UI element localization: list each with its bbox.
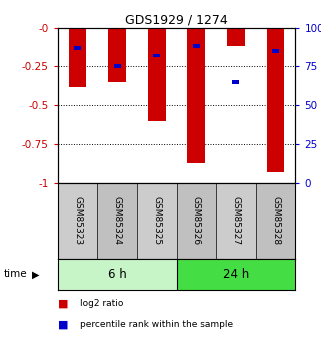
Bar [114,65,121,68]
Text: GSM85325: GSM85325 [152,196,161,245]
Bar [272,49,279,53]
Bar [232,80,239,84]
Text: percentile rank within the sample: percentile rank within the sample [80,320,233,329]
Text: ■: ■ [58,319,68,329]
Bar [108,28,126,82]
Text: log2 ratio: log2 ratio [80,299,124,308]
Text: ■: ■ [58,299,68,308]
Text: GSM85328: GSM85328 [271,196,280,245]
Bar [74,46,81,50]
Text: 24 h: 24 h [223,268,249,281]
Text: 6 h: 6 h [108,268,126,281]
Title: GDS1929 / 1274: GDS1929 / 1274 [125,13,228,27]
Bar [177,259,295,290]
Bar [216,183,256,259]
Bar [193,44,200,48]
Text: ▶: ▶ [32,269,39,279]
Bar [148,28,166,121]
Text: GSM85323: GSM85323 [73,196,82,245]
Bar [58,259,177,290]
Bar [227,28,245,46]
Bar [97,183,137,259]
Text: GSM85324: GSM85324 [113,196,122,245]
Bar [58,183,97,259]
Bar [69,28,86,87]
Bar [267,28,284,172]
Bar [153,53,160,58]
Text: GSM85327: GSM85327 [231,196,240,245]
Bar [137,183,177,259]
Text: time: time [3,269,27,279]
Bar [256,183,295,259]
Bar [177,183,216,259]
Bar [187,28,205,163]
Text: GSM85326: GSM85326 [192,196,201,245]
